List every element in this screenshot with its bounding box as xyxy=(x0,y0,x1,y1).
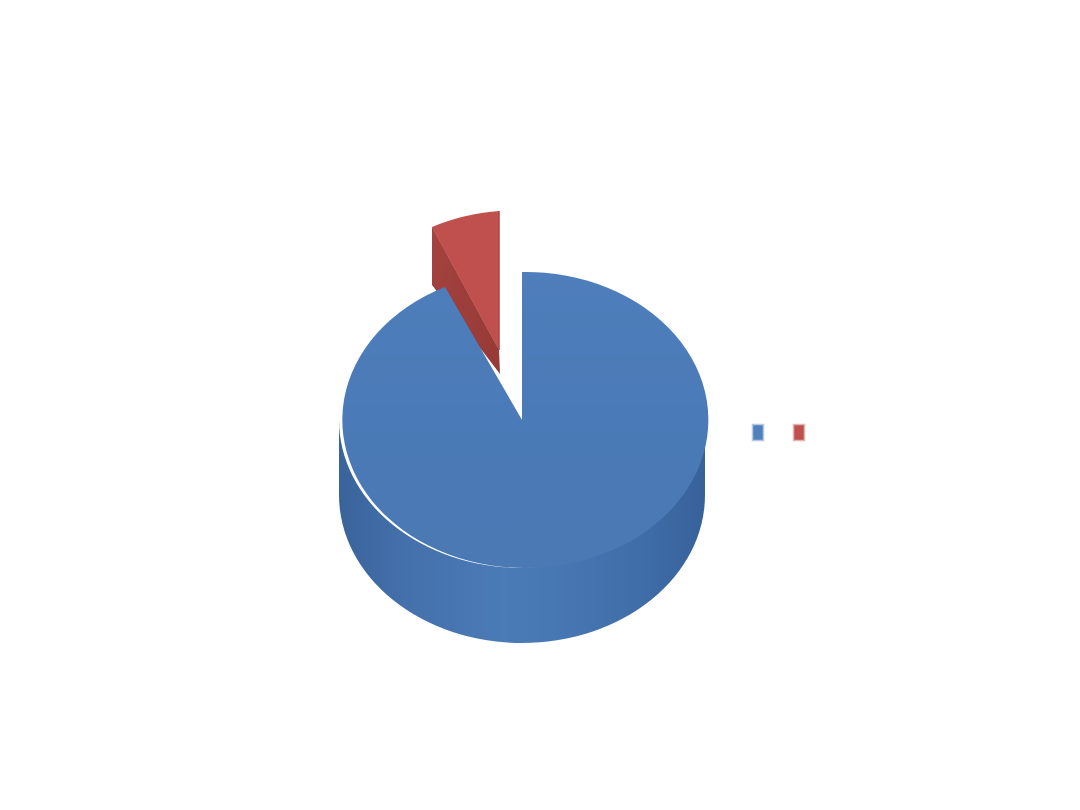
red-slice-side-face[interactable] xyxy=(432,227,500,374)
blue-slice-top-face[interactable] xyxy=(342,271,709,568)
blue-slice-side-wall[interactable] xyxy=(339,420,705,643)
blue-slice-top-tint xyxy=(342,271,709,568)
red-slice-top-face[interactable] xyxy=(432,211,499,350)
legend xyxy=(751,423,806,442)
legend-key-series2[interactable] xyxy=(792,423,806,442)
legend-key-series1[interactable] xyxy=(751,423,765,442)
